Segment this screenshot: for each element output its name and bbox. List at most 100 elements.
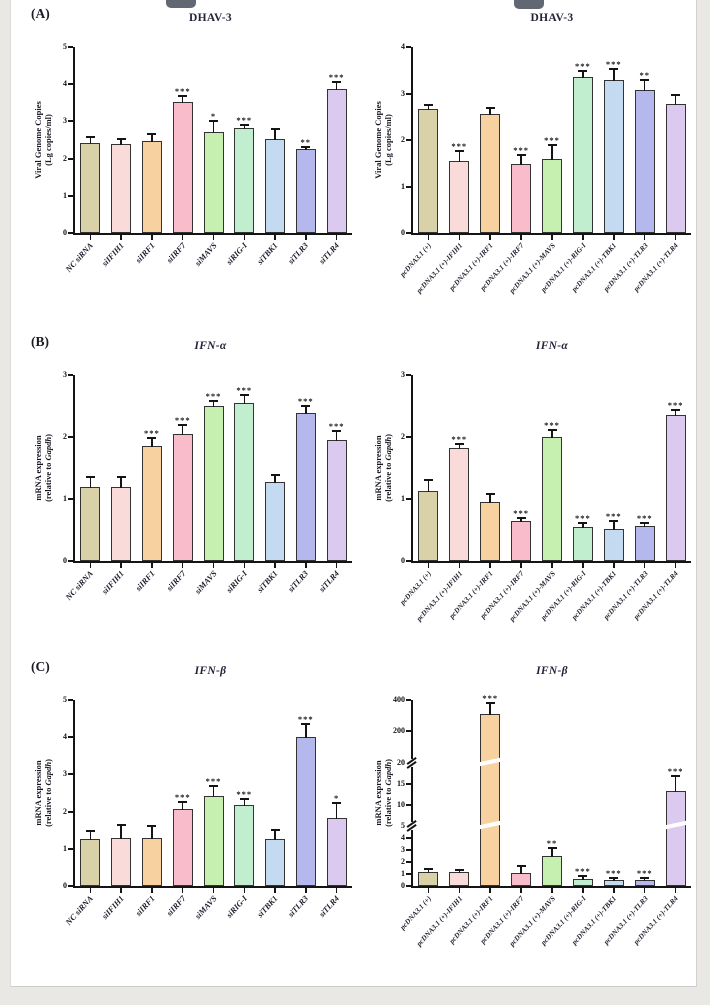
y-axis-tick xyxy=(68,83,73,86)
x-axis-tick xyxy=(427,235,430,240)
bar-break-stripe xyxy=(478,821,503,830)
chart-ifn-beta-pcdna: IFN-β mRNA expression (relative to Gapdh… xyxy=(353,655,701,980)
x-axis-tick xyxy=(305,235,307,240)
x-axis-tick xyxy=(458,888,461,893)
bar xyxy=(141,838,162,886)
bar xyxy=(203,406,224,561)
bar xyxy=(265,839,286,886)
y-axis-tick-label: 3 xyxy=(63,370,67,379)
error-bar-cap xyxy=(85,830,95,832)
y-axis-label: mRNA expression (relative to Gapdh) xyxy=(373,434,393,502)
error-bar-cap xyxy=(516,865,526,867)
bar xyxy=(511,873,532,886)
error-bar xyxy=(520,518,522,522)
error-bar-cap xyxy=(578,70,588,72)
bar xyxy=(572,77,593,233)
y-axis-label: Viral Genome Copies (Lg copies/ml) xyxy=(373,101,393,179)
error-bar-cap xyxy=(454,150,464,152)
y-axis-label: Viral Genome Copies (Lg copies/ml) xyxy=(33,101,53,179)
x-axis-tick xyxy=(458,563,461,568)
bar-break-stripe xyxy=(663,821,688,830)
y-axis-tick-label: 0 xyxy=(63,881,67,890)
y-axis-tick xyxy=(406,783,411,786)
bar xyxy=(111,838,132,886)
bar xyxy=(542,437,562,561)
error-bar-cap xyxy=(178,801,188,803)
error-bar-cap xyxy=(178,95,188,97)
x-axis-category-label: siIRF7 xyxy=(164,569,188,593)
error-bar xyxy=(427,105,430,110)
significance-stars: *** xyxy=(544,419,560,430)
x-axis-tick xyxy=(274,235,276,240)
artifact-smudge xyxy=(514,0,544,9)
y-axis-label-line1: Viral Genome Copies xyxy=(32,101,43,179)
error-bar-cap xyxy=(239,394,249,396)
error-bar-cap xyxy=(301,146,311,148)
x-axis-tick xyxy=(243,888,246,893)
error-bar xyxy=(274,830,276,840)
error-bar xyxy=(458,870,461,873)
y-axis-label: mRNA expression (relative to Gapdh) xyxy=(373,759,393,827)
x-axis-category-label: siMAVS xyxy=(192,894,219,921)
error-bar-cap xyxy=(609,68,619,70)
y-axis-tick xyxy=(68,773,73,776)
x-axis-tick xyxy=(643,888,646,893)
chart-title: DHAV-3 xyxy=(530,12,574,24)
error-bar xyxy=(335,803,338,819)
significance-stars: *** xyxy=(636,512,653,523)
bar xyxy=(80,143,101,233)
x-axis-category-label: siTLR4 xyxy=(317,569,342,594)
y-axis-label-line1: mRNA expression xyxy=(372,760,383,826)
error-bar xyxy=(551,145,553,160)
significance-stars: *** xyxy=(174,791,191,802)
y-axis-tick-label: 2 xyxy=(401,857,405,867)
significance-stars: *** xyxy=(236,384,253,395)
x-axis-tick xyxy=(674,563,677,568)
error-bar-cap xyxy=(423,104,433,106)
error-bar xyxy=(212,401,215,407)
error-bar xyxy=(151,134,153,142)
significance-stars: *** xyxy=(297,395,314,406)
error-bar xyxy=(520,866,522,874)
bar xyxy=(80,487,101,561)
error-bar-cap xyxy=(640,79,650,81)
significance-stars: * xyxy=(333,792,340,803)
error-bar xyxy=(305,406,307,414)
y-axis-tick-label: 0 xyxy=(401,556,405,565)
x-axis-tick xyxy=(181,235,184,240)
error-bar-cap xyxy=(671,775,681,777)
y-axis-tick-label: 4 xyxy=(401,42,405,51)
x-axis-tick xyxy=(551,563,553,568)
bar xyxy=(295,413,316,561)
bar xyxy=(234,805,255,886)
significance-stars: *** xyxy=(451,433,468,444)
y-axis-tick-label: 4 xyxy=(63,79,67,89)
x-axis-category-label: siTLR4 xyxy=(317,894,342,919)
bar xyxy=(418,872,439,886)
y-axis-tick-label: 5 xyxy=(63,42,67,51)
error-bar xyxy=(674,410,677,416)
significance-stars: *** xyxy=(205,390,222,401)
significance-stars: *** xyxy=(575,865,591,876)
y-axis-tick xyxy=(406,873,411,876)
y-axis-tick-label: 2 xyxy=(63,153,67,163)
significance-stars: *** xyxy=(144,427,160,438)
error-bar-cap xyxy=(640,877,650,879)
x-axis-category-label: siTLR3 xyxy=(286,241,311,266)
error-bar-cap xyxy=(485,493,495,495)
bar xyxy=(634,90,655,233)
x-axis-tick xyxy=(305,563,307,568)
x-axis-category-label: siTBK1 xyxy=(255,569,280,595)
x-axis-tick xyxy=(151,888,153,893)
x-axis-category-label: siIRF1 xyxy=(133,569,157,593)
error-bar xyxy=(582,523,584,528)
error-bar xyxy=(489,108,491,115)
chart-dhav3-sirna: (A) DHAV-3 Viral Genome Copies (Lg copie… xyxy=(13,2,358,327)
plot-area: 0 1 2 3 4 5 NC siRNA siIFIH1 siIRF1 *** siIRF7 * siM… xyxy=(63,43,352,274)
error-bar xyxy=(582,876,584,880)
y-axis-tick-label: 2 xyxy=(63,806,67,816)
error-bar-cap xyxy=(423,868,433,870)
error-bar xyxy=(120,139,122,145)
x-axis-tick xyxy=(274,888,276,893)
bar xyxy=(326,89,347,233)
